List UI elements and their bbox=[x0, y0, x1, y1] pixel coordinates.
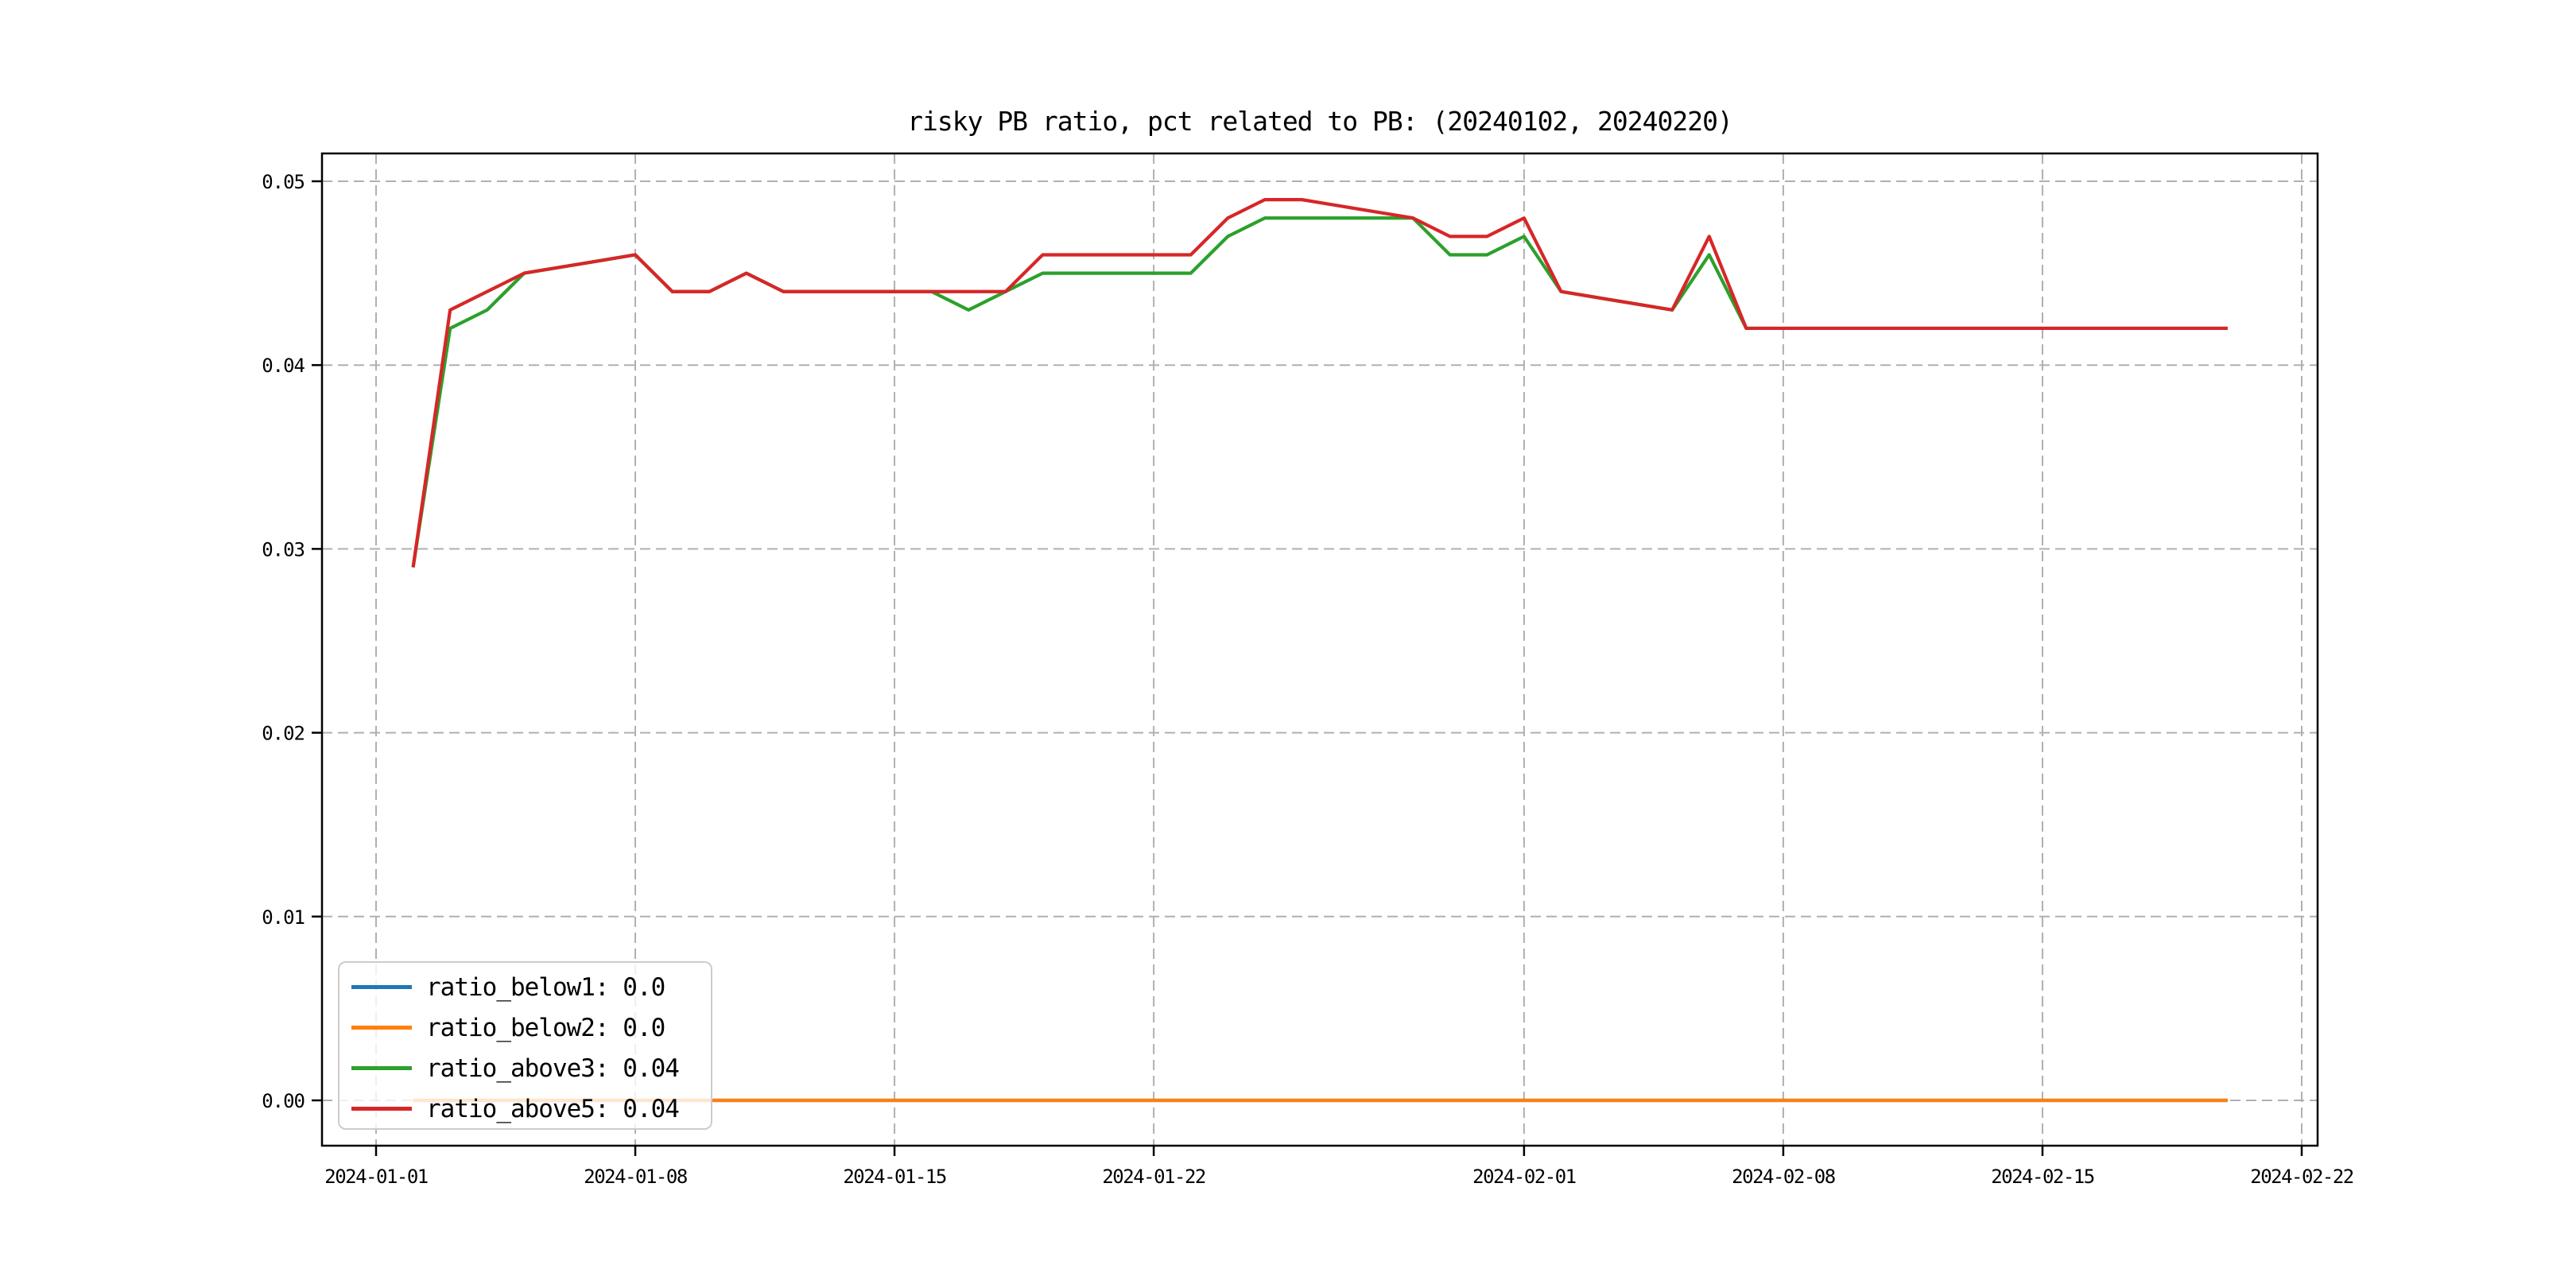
x-tick-label: 2024-01-22 bbox=[1102, 1166, 1205, 1188]
legend-label: ratio_above3: 0.04 bbox=[426, 1053, 680, 1083]
x-tick-label: 2024-01-15 bbox=[843, 1166, 946, 1188]
x-tick-label: 2024-01-01 bbox=[324, 1166, 428, 1188]
x-tick-label: 2024-02-08 bbox=[1732, 1166, 1835, 1188]
tick-labels: 2024-01-01 2024-01-08 2024-01-15 2024-01-22… bbox=[262, 171, 2354, 1188]
x-tick-label: 2024-02-15 bbox=[1991, 1166, 2094, 1188]
legend-line-swatch-red bbox=[351, 1107, 412, 1111]
grid-lines bbox=[322, 153, 2318, 1146]
series-line-ratio_above5 bbox=[411, 198, 2228, 568]
y-tick-label: 0.05 bbox=[262, 171, 305, 193]
legend-item-ratio-above5: ratio_above5: 0.04 bbox=[339, 1088, 711, 1129]
chart-title: risky PB ratio, pct related to PB: (2024… bbox=[907, 106, 1733, 137]
legend-line-swatch-orange bbox=[351, 1026, 412, 1030]
x-tick-label: 2024-01-08 bbox=[584, 1166, 687, 1188]
legend-line-swatch-blue bbox=[351, 985, 412, 989]
tick-marks bbox=[312, 180, 2303, 1156]
legend-label: ratio_above5: 0.04 bbox=[426, 1094, 680, 1123]
y-tick-label: 0.02 bbox=[262, 723, 305, 745]
y-tick-label: 0.03 bbox=[262, 538, 305, 561]
y-tick-label: 0.01 bbox=[262, 906, 305, 929]
plot-border bbox=[320, 152, 2319, 1147]
x-tick-label: 2024-02-01 bbox=[1472, 1166, 1576, 1188]
legend-item-ratio-below1: ratio_below1: 0.0 bbox=[339, 967, 711, 1007]
series-line-ratio_above3 bbox=[411, 216, 2228, 568]
legend-item-ratio-above3: ratio_above3: 0.04 bbox=[339, 1048, 711, 1088]
legend-box: ratio_below1: 0.0 ratio_below2: 0.0 rati… bbox=[338, 961, 712, 1130]
y-tick-label: 0.04 bbox=[262, 355, 305, 377]
legend-label: ratio_below1: 0.0 bbox=[426, 972, 665, 1002]
legend-line-swatch-green bbox=[351, 1066, 412, 1070]
y-tick-label: 0.00 bbox=[262, 1090, 305, 1112]
legend-item-ratio-below2: ratio_below2: 0.0 bbox=[339, 1007, 711, 1048]
legend-label: ratio_below2: 0.0 bbox=[426, 1013, 665, 1042]
x-tick-label: 2024-02-22 bbox=[2250, 1166, 2353, 1188]
